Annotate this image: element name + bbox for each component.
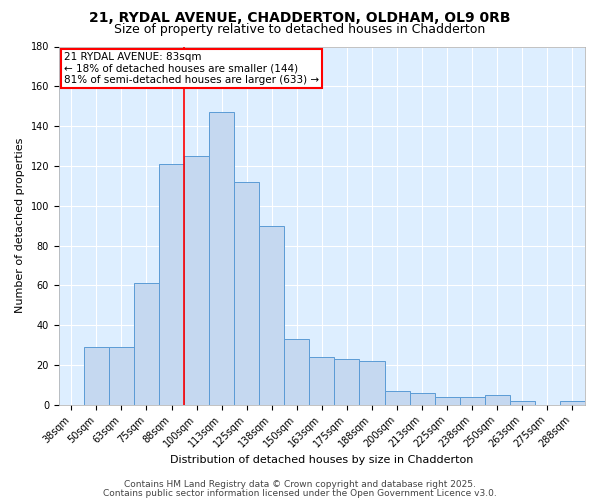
Bar: [310, 357, 334, 405]
Text: Contains public sector information licensed under the Open Government Licence v3: Contains public sector information licen…: [103, 488, 497, 498]
Bar: [434, 397, 460, 404]
Bar: [159, 164, 184, 404]
Bar: [184, 156, 209, 404]
Bar: [359, 361, 385, 405]
Bar: [84, 347, 109, 405]
Bar: [410, 393, 434, 404]
Bar: [109, 347, 134, 405]
Text: 21 RYDAL AVENUE: 83sqm
← 18% of detached houses are smaller (144)
81% of semi-de: 21 RYDAL AVENUE: 83sqm ← 18% of detached…: [64, 52, 319, 85]
Bar: [134, 284, 159, 405]
Bar: [284, 339, 310, 404]
Bar: [460, 397, 485, 404]
Bar: [510, 400, 535, 404]
Y-axis label: Number of detached properties: Number of detached properties: [15, 138, 25, 314]
Text: Contains HM Land Registry data © Crown copyright and database right 2025.: Contains HM Land Registry data © Crown c…: [124, 480, 476, 489]
Text: 21, RYDAL AVENUE, CHADDERTON, OLDHAM, OL9 0RB: 21, RYDAL AVENUE, CHADDERTON, OLDHAM, OL…: [89, 11, 511, 25]
Bar: [209, 112, 234, 405]
Bar: [485, 395, 510, 404]
Bar: [259, 226, 284, 404]
X-axis label: Distribution of detached houses by size in Chadderton: Distribution of detached houses by size …: [170, 455, 473, 465]
Bar: [385, 391, 410, 404]
Bar: [234, 182, 259, 404]
Bar: [334, 359, 359, 405]
Bar: [560, 400, 585, 404]
Text: Size of property relative to detached houses in Chadderton: Size of property relative to detached ho…: [115, 22, 485, 36]
